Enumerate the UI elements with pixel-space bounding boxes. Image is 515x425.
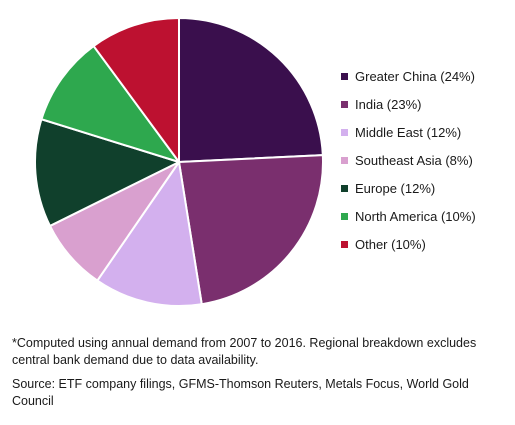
legend-swatch: [341, 156, 348, 164]
legend-label: Other (10%): [355, 236, 426, 252]
pie-slice-greater-china: [178, 17, 324, 163]
legend-item-north-america: North America (10%): [341, 202, 476, 230]
pie-slice-europe: [34, 118, 180, 227]
legend-swatch: [341, 72, 348, 80]
legend-label: Middle East (12%): [355, 124, 462, 140]
pie-slice-other: [92, 17, 180, 163]
legend-label: Southeast Asia (8%): [355, 152, 473, 168]
legend-item-europe: Europe (12%): [341, 174, 476, 202]
chart-source: Source: ETF company filings, GFMS-Thomso…: [12, 377, 469, 408]
legend-swatch: [341, 240, 348, 248]
legend-label: India (23%): [355, 96, 422, 112]
pie-slice-middle-east: [96, 161, 203, 307]
legend-swatch: [341, 100, 348, 108]
chart-legend: Greater China (24%) India (23%) Middle E…: [341, 62, 476, 258]
pie-slice-india: [178, 154, 324, 306]
legend-item-middle-east: Middle East (12%): [341, 118, 476, 146]
legend-item-other: Other (10%): [341, 230, 476, 258]
legend-label: Greater China (24%): [355, 68, 475, 84]
legend-label: Europe (12%): [355, 180, 436, 196]
pie-chart: [34, 17, 324, 307]
legend-item-southeast-asia: Southeast Asia (8%): [341, 146, 476, 174]
legend-label: North America (10%): [355, 208, 476, 224]
pie-slice-north-america: [40, 45, 180, 163]
legend-swatch: [341, 212, 348, 220]
chart-footnote: *Computed using annual demand from 2007 …: [12, 336, 477, 367]
legend-swatch: [341, 128, 348, 136]
legend-item-greater-china: Greater China (24%): [341, 62, 476, 90]
legend-swatch: [341, 184, 348, 192]
legend-item-india: India (23%): [341, 90, 476, 118]
